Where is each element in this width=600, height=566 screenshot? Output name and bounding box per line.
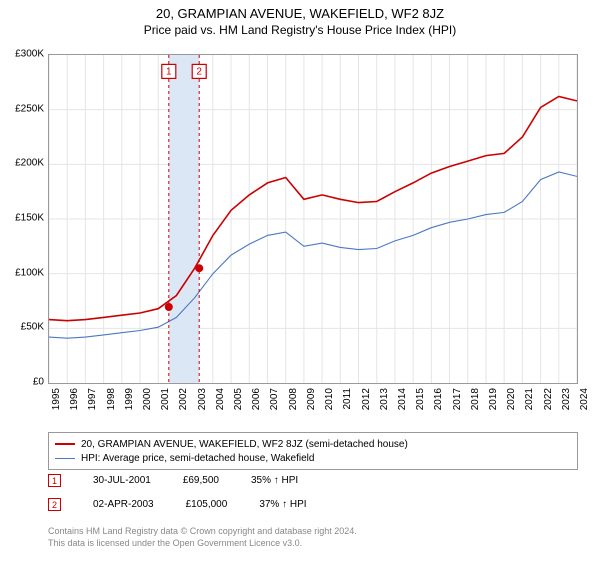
datapoint-pct-1: 35% ↑ HPI: [251, 475, 298, 486]
legend: 20, GRAMPIAN AVENUE, WAKEFIELD, WF2 8JZ …: [48, 432, 578, 470]
legend-swatch-property: [55, 443, 75, 445]
datapoint-marker-2: 2: [48, 498, 61, 511]
datapoint-price-2: £105,000: [186, 499, 228, 510]
svg-text:1: 1: [166, 66, 172, 77]
datapoint-date-2: 02-APR-2003: [93, 499, 154, 510]
svg-text:2: 2: [196, 66, 202, 77]
xtick-label: 2009: [306, 388, 317, 418]
xtick-label: 2003: [197, 388, 208, 418]
xtick-label: 2023: [561, 388, 572, 418]
legend-label-hpi: HPI: Average price, semi-detached house,…: [81, 453, 314, 464]
datapoint-date-1: 30-JUL-2001: [93, 475, 151, 486]
xtick-label: 2021: [524, 388, 535, 418]
ytick-label: £300K: [4, 49, 44, 60]
datapoint-marker-1: 1: [48, 474, 61, 487]
xtick-label: 2001: [160, 388, 171, 418]
ytick-label: £200K: [4, 158, 44, 169]
ytick-label: £50K: [4, 322, 44, 333]
datapoint-row-2: 2 02-APR-2003 £105,000 37% ↑ HPI: [48, 498, 578, 511]
ytick-label: £150K: [4, 213, 44, 224]
page-title: 20, GRAMPIAN AVENUE, WAKEFIELD, WF2 8JZ: [0, 6, 600, 21]
xtick-label: 2005: [233, 388, 244, 418]
xtick-label: 2000: [142, 388, 153, 418]
xtick-label: 2006: [251, 388, 262, 418]
ytick-label: £250K: [4, 103, 44, 114]
xtick-label: 1996: [69, 388, 80, 418]
xtick-label: 1998: [106, 388, 117, 418]
xtick-label: 2020: [506, 388, 517, 418]
xtick-label: 1999: [124, 388, 135, 418]
xtick-label: 2017: [452, 388, 463, 418]
xtick-label: 2013: [379, 388, 390, 418]
xtick-label: 2010: [324, 388, 335, 418]
xtick-label: 2004: [215, 388, 226, 418]
page-subtitle: Price paid vs. HM Land Registry's House …: [0, 23, 600, 37]
footer-licence: This data is licensed under the Open Gov…: [48, 538, 578, 548]
xtick-label: 1997: [87, 388, 98, 418]
xtick-label: 2012: [361, 388, 372, 418]
xtick-label: 1995: [51, 388, 62, 418]
ytick-label: £100K: [4, 267, 44, 278]
chart-plot-area: 12: [48, 54, 578, 384]
legend-item-hpi: HPI: Average price, semi-detached house,…: [55, 451, 571, 465]
xtick-label: 2018: [470, 388, 481, 418]
datapoint-row-1: 1 30-JUL-2001 £69,500 35% ↑ HPI: [48, 474, 578, 487]
xtick-label: 2002: [178, 388, 189, 418]
ytick-label: £0: [4, 377, 44, 388]
datapoint-pct-2: 37% ↑ HPI: [259, 499, 306, 510]
xtick-label: 2011: [342, 388, 353, 418]
datapoint-price-1: £69,500: [183, 475, 219, 486]
xtick-label: 2015: [415, 388, 426, 418]
xtick-label: 2008: [288, 388, 299, 418]
chart-svg: 12: [49, 55, 577, 383]
xtick-label: 2016: [433, 388, 444, 418]
legend-label-property: 20, GRAMPIAN AVENUE, WAKEFIELD, WF2 8JZ …: [81, 439, 408, 450]
xtick-label: 2022: [543, 388, 554, 418]
footer-copyright: Contains HM Land Registry data © Crown c…: [48, 526, 578, 536]
xtick-label: 2019: [488, 388, 499, 418]
xtick-label: 2014: [397, 388, 408, 418]
xtick-label: 2024: [579, 388, 590, 418]
legend-swatch-hpi: [55, 458, 75, 459]
legend-item-property: 20, GRAMPIAN AVENUE, WAKEFIELD, WF2 8JZ …: [55, 437, 571, 451]
xtick-label: 2007: [269, 388, 280, 418]
